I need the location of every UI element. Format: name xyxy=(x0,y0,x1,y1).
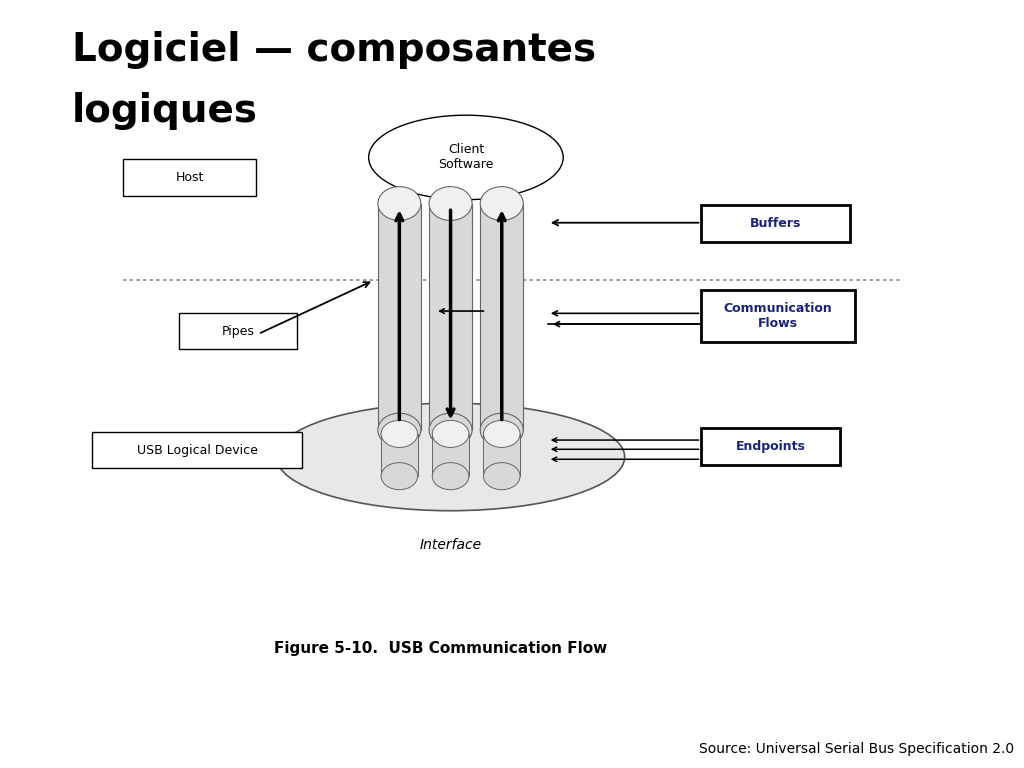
Bar xyxy=(480,204,523,430)
Text: Source: Universal Serial Bus Specification 2.0: Source: Universal Serial Bus Specificati… xyxy=(698,743,1014,756)
Text: Communication
Flows: Communication Flows xyxy=(724,302,833,329)
Ellipse shape xyxy=(432,462,469,490)
Bar xyxy=(378,204,421,430)
Bar xyxy=(381,434,418,476)
Ellipse shape xyxy=(483,420,520,448)
Ellipse shape xyxy=(483,462,520,490)
Bar xyxy=(701,290,855,342)
Bar xyxy=(483,434,520,476)
Ellipse shape xyxy=(480,187,523,220)
Ellipse shape xyxy=(480,413,523,447)
Ellipse shape xyxy=(381,462,418,490)
Ellipse shape xyxy=(378,187,421,220)
Text: Pipes: Pipes xyxy=(221,325,255,337)
Text: Logiciel — composantes: Logiciel — composantes xyxy=(72,31,596,68)
Bar xyxy=(123,159,256,196)
Text: Client
Software: Client Software xyxy=(438,144,494,171)
Ellipse shape xyxy=(276,403,625,511)
Text: Host: Host xyxy=(175,171,204,184)
Bar xyxy=(429,204,472,430)
Ellipse shape xyxy=(378,413,421,447)
Bar xyxy=(92,432,302,468)
Ellipse shape xyxy=(369,115,563,200)
Text: Endpoints: Endpoints xyxy=(735,440,806,452)
Text: Interface: Interface xyxy=(420,538,481,551)
Text: logiques: logiques xyxy=(72,92,258,130)
Ellipse shape xyxy=(432,420,469,448)
Bar xyxy=(701,428,840,465)
Ellipse shape xyxy=(429,413,472,447)
Ellipse shape xyxy=(429,187,472,220)
Bar xyxy=(432,434,469,476)
Text: Figure 5-10.  USB Communication Flow: Figure 5-10. USB Communication Flow xyxy=(273,641,607,657)
Bar xyxy=(179,313,297,349)
Ellipse shape xyxy=(381,420,418,448)
Bar xyxy=(701,205,850,242)
Text: USB Logical Device: USB Logical Device xyxy=(136,444,258,456)
Text: Buffers: Buffers xyxy=(750,217,802,230)
